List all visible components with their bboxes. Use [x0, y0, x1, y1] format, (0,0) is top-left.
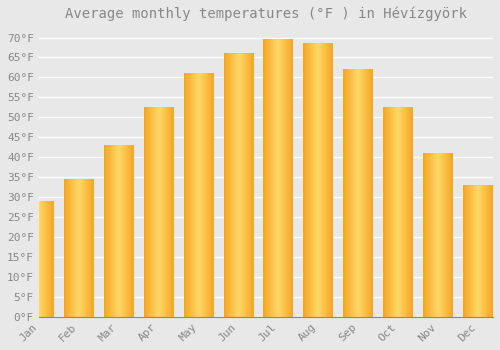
Bar [184, 74, 214, 317]
Bar [304, 43, 334, 317]
Title: Average monthly temperatures (°F ) in Hévízgyörk: Average monthly temperatures (°F ) in Hé… [65, 7, 467, 21]
Bar [64, 179, 94, 317]
Bar [144, 107, 174, 317]
Bar [104, 145, 134, 317]
Bar [463, 185, 493, 317]
Bar [423, 153, 453, 317]
Bar [383, 107, 413, 317]
Bar [264, 40, 294, 317]
Bar [224, 54, 254, 317]
Bar [344, 69, 374, 317]
Bar [24, 201, 54, 317]
